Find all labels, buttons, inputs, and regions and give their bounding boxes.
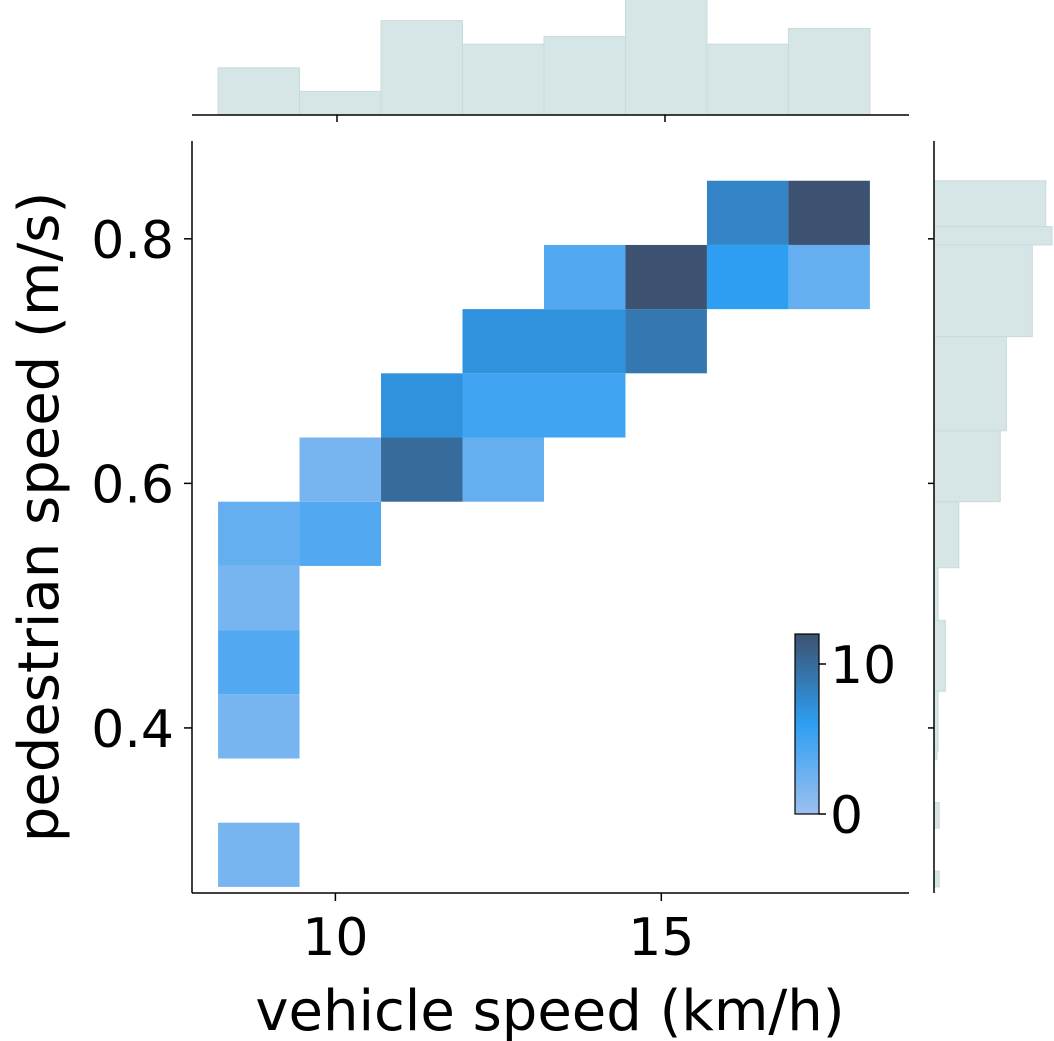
right-marginal-bar: [933, 180, 1047, 228]
y-tick-label: 0.4: [91, 700, 174, 760]
colorbar: 0 10: [794, 633, 896, 846]
x-axis-ticks: 10 15: [302, 893, 694, 968]
heatmap-cell: [299, 437, 382, 502]
heatmap-cell: [543, 309, 626, 374]
heatmap-cell: [218, 630, 300, 695]
heatmap-cell: [218, 565, 300, 631]
heatmap-cell: [218, 501, 300, 566]
heatmap-cell: [462, 437, 544, 502]
right-marginal-bar: [933, 226, 1053, 246]
top-marginal-bar: [624, 0, 708, 116]
heatmap-cells: [218, 180, 870, 887]
colorbar-tick-label: 10: [830, 636, 896, 696]
heatmap-cell: [788, 244, 870, 310]
right-marginal-bar: [933, 619, 946, 692]
y-axis-ticks: 0.4 0.6 0.8: [91, 211, 192, 760]
x-axis-label: vehicle speed (km/h): [255, 979, 844, 1041]
y-axis-label: pedestrian speed (m/s): [7, 192, 72, 843]
right-marginal-bar: [933, 501, 960, 569]
right-marginal-bar: [933, 244, 1033, 338]
right-marginal-bar: [933, 430, 1001, 503]
right-marginal-bar: [933, 870, 940, 888]
top-marginal-bar: [462, 43, 545, 116]
heatmap-cell: [625, 244, 707, 310]
top-marginal-histogram: [217, 0, 871, 116]
heatmap-cell: [381, 373, 463, 438]
y-tick-label: 0.8: [91, 211, 174, 271]
heatmap-cell: [218, 694, 300, 759]
heatmap-cell: [218, 822, 300, 887]
colorbar-tick-label: 0: [830, 786, 863, 846]
colorbar-ticks: 0 10: [819, 636, 896, 846]
heatmap-cell: [788, 180, 870, 245]
heatmap-cell: [462, 309, 544, 374]
top-marginal-bar: [787, 27, 871, 116]
heatmap-cell: [706, 180, 789, 245]
heatmap-cell: [462, 373, 544, 438]
top-marginal-bar: [217, 67, 301, 116]
top-marginal-bar: [706, 43, 789, 116]
x-tick-label: 10: [302, 908, 368, 968]
colorbar-bar: [794, 633, 820, 815]
top-marginal-bar: [380, 20, 464, 116]
right-marginal-histogram: [933, 180, 1053, 888]
heatmap-cell: [299, 501, 382, 566]
right-marginal-bar: [933, 336, 1007, 432]
heatmap-cell: [543, 373, 626, 438]
y-tick-label: 0.6: [91, 455, 174, 515]
top-marginal-bar: [299, 90, 382, 116]
heatmap-cell: [625, 309, 707, 374]
x-tick-label: 15: [628, 908, 694, 968]
right-marginal-ticks: [928, 238, 934, 729]
heatmap-cell: [706, 244, 789, 310]
top-marginal-bar: [543, 35, 626, 116]
right-marginal-bar: [933, 802, 940, 829]
heatmap-cell: [543, 244, 626, 310]
heatmap-cell: [381, 437, 463, 502]
